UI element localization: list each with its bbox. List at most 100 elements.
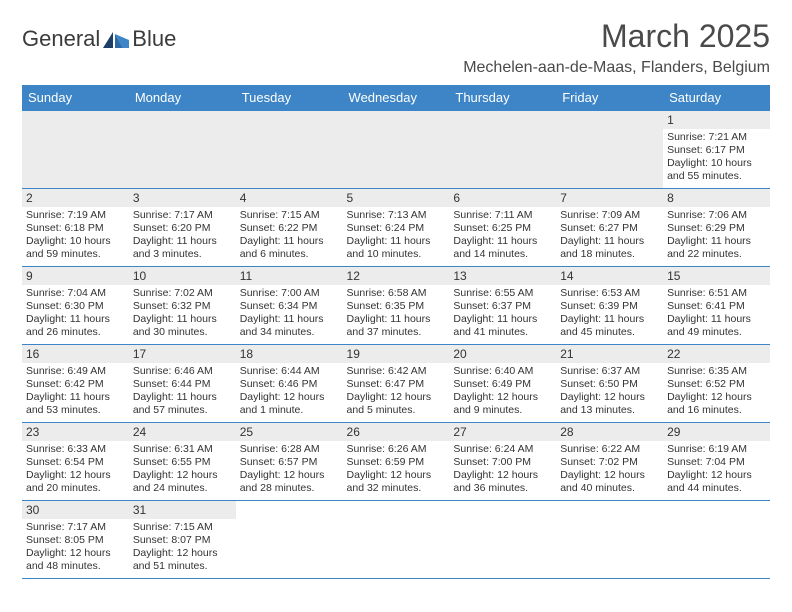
calendar-day: 23Sunrise: 6:33 AMSunset: 6:54 PMDayligh… — [22, 423, 129, 501]
calendar-table: SundayMondayTuesdayWednesdayThursdayFrid… — [22, 85, 770, 579]
day-number: 5 — [343, 189, 450, 207]
calendar-day: 20Sunrise: 6:40 AMSunset: 6:49 PMDayligh… — [449, 345, 556, 423]
day-number: 16 — [22, 345, 129, 363]
calendar-day: 1Sunrise: 7:21 AMSunset: 6:17 PMDaylight… — [663, 111, 770, 189]
day-number: 21 — [556, 345, 663, 363]
day-number: 27 — [449, 423, 556, 441]
calendar-day: 15Sunrise: 6:51 AMSunset: 6:41 PMDayligh… — [663, 267, 770, 345]
header: General Blue March 2025 Mechelen-aan-de-… — [22, 18, 770, 77]
day-details: Sunrise: 6:49 AMSunset: 6:42 PMDaylight:… — [22, 363, 129, 422]
day-number: 24 — [129, 423, 236, 441]
day-details: Sunrise: 7:15 AMSunset: 6:22 PMDaylight:… — [236, 207, 343, 266]
day-details: Sunrise: 7:21 AMSunset: 6:17 PMDaylight:… — [663, 129, 770, 188]
day-number: 13 — [449, 267, 556, 285]
day-details: Sunrise: 7:17 AMSunset: 8:05 PMDaylight:… — [22, 519, 129, 578]
day-details: Sunrise: 6:35 AMSunset: 6:52 PMDaylight:… — [663, 363, 770, 422]
day-header: Sunday — [22, 85, 129, 111]
calendar-day: 8Sunrise: 7:06 AMSunset: 6:29 PMDaylight… — [663, 189, 770, 267]
day-details: Sunrise: 6:40 AMSunset: 6:49 PMDaylight:… — [449, 363, 556, 422]
calendar-week: 16Sunrise: 6:49 AMSunset: 6:42 PMDayligh… — [22, 345, 770, 423]
sail-icon — [103, 30, 129, 48]
day-details: Sunrise: 6:33 AMSunset: 6:54 PMDaylight:… — [22, 441, 129, 500]
calendar-week: 9Sunrise: 7:04 AMSunset: 6:30 PMDaylight… — [22, 267, 770, 345]
calendar-day: 30Sunrise: 7:17 AMSunset: 8:05 PMDayligh… — [22, 501, 129, 579]
day-details: Sunrise: 6:24 AMSunset: 7:00 PMDaylight:… — [449, 441, 556, 500]
day-details: Sunrise: 7:09 AMSunset: 6:27 PMDaylight:… — [556, 207, 663, 266]
day-number: 14 — [556, 267, 663, 285]
day-details: Sunrise: 6:28 AMSunset: 6:57 PMDaylight:… — [236, 441, 343, 500]
calendar-day: 12Sunrise: 6:58 AMSunset: 6:35 PMDayligh… — [343, 267, 450, 345]
calendar-blank — [129, 111, 236, 189]
calendar-day: 31Sunrise: 7:15 AMSunset: 8:07 PMDayligh… — [129, 501, 236, 579]
day-number: 30 — [22, 501, 129, 519]
calendar-day: 28Sunrise: 6:22 AMSunset: 7:02 PMDayligh… — [556, 423, 663, 501]
calendar-blank — [343, 111, 450, 189]
day-number: 7 — [556, 189, 663, 207]
day-details: Sunrise: 7:13 AMSunset: 6:24 PMDaylight:… — [343, 207, 450, 266]
day-number: 1 — [663, 111, 770, 129]
calendar-day: 21Sunrise: 6:37 AMSunset: 6:50 PMDayligh… — [556, 345, 663, 423]
day-details: Sunrise: 7:19 AMSunset: 6:18 PMDaylight:… — [22, 207, 129, 266]
calendar-day: 22Sunrise: 6:35 AMSunset: 6:52 PMDayligh… — [663, 345, 770, 423]
day-details: Sunrise: 6:26 AMSunset: 6:59 PMDaylight:… — [343, 441, 450, 500]
day-number: 19 — [343, 345, 450, 363]
calendar-week: 23Sunrise: 6:33 AMSunset: 6:54 PMDayligh… — [22, 423, 770, 501]
day-details: Sunrise: 7:06 AMSunset: 6:29 PMDaylight:… — [663, 207, 770, 266]
calendar-day: 16Sunrise: 6:49 AMSunset: 6:42 PMDayligh… — [22, 345, 129, 423]
brand-part2: Blue — [132, 26, 176, 52]
calendar-blank — [556, 111, 663, 189]
calendar-day: 25Sunrise: 6:28 AMSunset: 6:57 PMDayligh… — [236, 423, 343, 501]
day-details: Sunrise: 6:42 AMSunset: 6:47 PMDaylight:… — [343, 363, 450, 422]
day-details: Sunrise: 6:55 AMSunset: 6:37 PMDaylight:… — [449, 285, 556, 344]
calendar-day: 6Sunrise: 7:11 AMSunset: 6:25 PMDaylight… — [449, 189, 556, 267]
calendar-blank — [556, 501, 663, 579]
day-details: Sunrise: 7:00 AMSunset: 6:34 PMDaylight:… — [236, 285, 343, 344]
day-header: Friday — [556, 85, 663, 111]
day-header: Monday — [129, 85, 236, 111]
calendar-blank — [22, 111, 129, 189]
day-number: 3 — [129, 189, 236, 207]
day-number: 22 — [663, 345, 770, 363]
day-details: Sunrise: 7:04 AMSunset: 6:30 PMDaylight:… — [22, 285, 129, 344]
calendar-week: 1Sunrise: 7:21 AMSunset: 6:17 PMDaylight… — [22, 111, 770, 189]
calendar-day: 14Sunrise: 6:53 AMSunset: 6:39 PMDayligh… — [556, 267, 663, 345]
calendar-day: 5Sunrise: 7:13 AMSunset: 6:24 PMDaylight… — [343, 189, 450, 267]
calendar-blank — [343, 501, 450, 579]
calendar-day: 18Sunrise: 6:44 AMSunset: 6:46 PMDayligh… — [236, 345, 343, 423]
day-number: 6 — [449, 189, 556, 207]
day-number: 29 — [663, 423, 770, 441]
brand-logo: General Blue — [22, 26, 176, 52]
calendar-day: 7Sunrise: 7:09 AMSunset: 6:27 PMDaylight… — [556, 189, 663, 267]
calendar-blank — [236, 111, 343, 189]
calendar-day: 29Sunrise: 6:19 AMSunset: 7:04 PMDayligh… — [663, 423, 770, 501]
day-number: 12 — [343, 267, 450, 285]
day-number: 15 — [663, 267, 770, 285]
location-subtitle: Mechelen-aan-de-Maas, Flanders, Belgium — [463, 59, 770, 77]
day-details: Sunrise: 6:58 AMSunset: 6:35 PMDaylight:… — [343, 285, 450, 344]
calendar-blank — [663, 501, 770, 579]
title-block: March 2025 Mechelen-aan-de-Maas, Flander… — [463, 18, 770, 77]
calendar-day: 2Sunrise: 7:19 AMSunset: 6:18 PMDaylight… — [22, 189, 129, 267]
day-details: Sunrise: 6:51 AMSunset: 6:41 PMDaylight:… — [663, 285, 770, 344]
calendar-day: 17Sunrise: 6:46 AMSunset: 6:44 PMDayligh… — [129, 345, 236, 423]
calendar-day: 19Sunrise: 6:42 AMSunset: 6:47 PMDayligh… — [343, 345, 450, 423]
day-header: Thursday — [449, 85, 556, 111]
day-header: Wednesday — [343, 85, 450, 111]
calendar-blank — [449, 501, 556, 579]
day-number: 23 — [22, 423, 129, 441]
day-header-row: SundayMondayTuesdayWednesdayThursdayFrid… — [22, 85, 770, 111]
calendar-week: 2Sunrise: 7:19 AMSunset: 6:18 PMDaylight… — [22, 189, 770, 267]
day-number: 9 — [22, 267, 129, 285]
day-number: 11 — [236, 267, 343, 285]
calendar-day: 9Sunrise: 7:04 AMSunset: 6:30 PMDaylight… — [22, 267, 129, 345]
calendar-day: 4Sunrise: 7:15 AMSunset: 6:22 PMDaylight… — [236, 189, 343, 267]
calendar-day: 24Sunrise: 6:31 AMSunset: 6:55 PMDayligh… — [129, 423, 236, 501]
day-details: Sunrise: 6:22 AMSunset: 7:02 PMDaylight:… — [556, 441, 663, 500]
calendar-blank — [236, 501, 343, 579]
day-details: Sunrise: 7:02 AMSunset: 6:32 PMDaylight:… — [129, 285, 236, 344]
brand-part1: General — [22, 26, 100, 52]
day-header: Tuesday — [236, 85, 343, 111]
day-details: Sunrise: 7:11 AMSunset: 6:25 PMDaylight:… — [449, 207, 556, 266]
day-details: Sunrise: 6:53 AMSunset: 6:39 PMDaylight:… — [556, 285, 663, 344]
day-number: 17 — [129, 345, 236, 363]
